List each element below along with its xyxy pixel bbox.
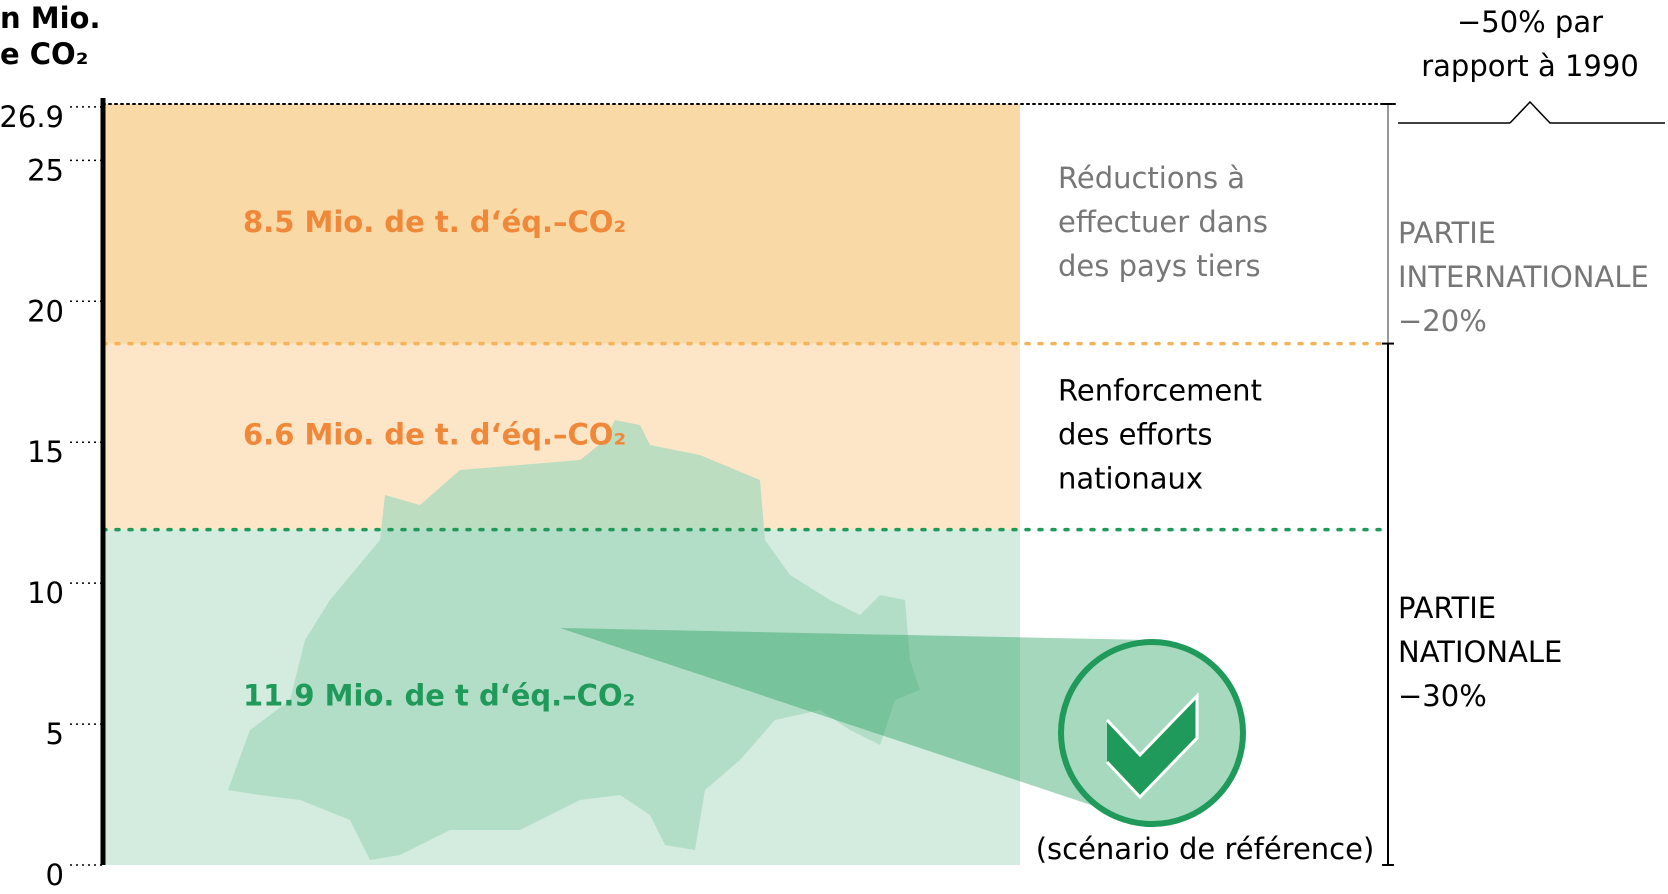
y-tick-label: 20 xyxy=(27,294,64,328)
segment-name: Réductions à xyxy=(1058,161,1245,195)
international-annotation: PARTIE xyxy=(1398,216,1496,250)
value-label: 11.9 Mio. de t d‘éq.–CO₂ xyxy=(243,678,635,712)
segment-name: Renforcement xyxy=(1058,374,1262,408)
national-annotation: PARTIE xyxy=(1398,591,1496,625)
beam xyxy=(560,628,1152,808)
segment-name: (scénario de référence) xyxy=(1036,832,1375,866)
international-annotation: INTERNATIONALE xyxy=(1398,260,1649,294)
total-annotation: −50% par xyxy=(1457,5,1603,39)
value-label: 6.6 Mio. de t. d‘éq.–CO₂ xyxy=(243,418,626,452)
y-axis-label: n Mio. xyxy=(0,1,100,35)
check-circle xyxy=(1058,639,1246,827)
national-annotation: NATIONALE xyxy=(1398,635,1562,669)
national-annotation: −30% xyxy=(1398,679,1487,713)
segment-name: nationaux xyxy=(1058,462,1203,496)
y-tick-label: 0 xyxy=(46,858,64,892)
total-annotation: rapport à 1990 xyxy=(1421,49,1639,83)
y-axis-label: e CO₂ xyxy=(0,37,88,71)
segment-name: effectuer dans xyxy=(1058,205,1268,239)
segment-name: des efforts xyxy=(1058,418,1213,452)
international-annotation: −20% xyxy=(1398,304,1487,338)
y-tick-label: 5 xyxy=(46,717,64,751)
y-tick-label: 15 xyxy=(27,435,64,469)
value-label: 8.5 Mio. de t. d‘éq.–CO₂ xyxy=(243,205,626,239)
segment-name: des pays tiers xyxy=(1058,249,1261,283)
bar-segment xyxy=(103,104,1020,344)
y-tick-label: 25 xyxy=(27,153,64,187)
check-mark xyxy=(1105,692,1199,800)
y-tick-label: 26.9 xyxy=(0,100,64,134)
total-caret xyxy=(1509,100,1665,124)
y-tick-label: 10 xyxy=(27,576,64,610)
